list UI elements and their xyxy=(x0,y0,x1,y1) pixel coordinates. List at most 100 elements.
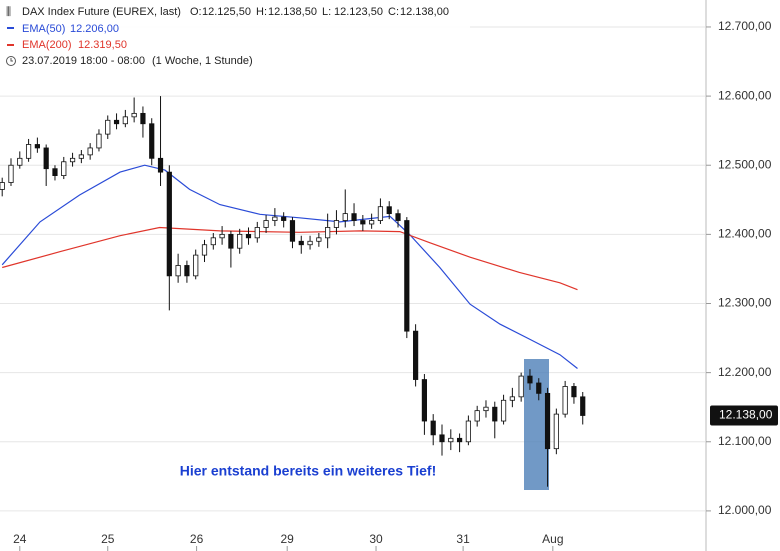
y-tick-label: 12.600,00 xyxy=(718,88,772,102)
candle-body xyxy=(157,157,164,173)
candle-body xyxy=(96,133,102,149)
candle-body xyxy=(113,119,120,125)
candle-body xyxy=(500,399,507,422)
y-tick-label: 12.200,00 xyxy=(718,365,772,379)
candle-body xyxy=(456,437,463,443)
icon: ⫼ xyxy=(6,6,11,18)
clock-icon xyxy=(6,56,16,66)
ohlc-value: 12.125,50 xyxy=(202,6,251,18)
candle-body xyxy=(316,237,322,242)
x-tick-label: Aug xyxy=(542,532,563,546)
candle-body xyxy=(413,330,419,380)
last-price-label: 12.138,00 xyxy=(719,408,773,422)
candle-body xyxy=(237,233,243,249)
candle-body xyxy=(175,265,181,277)
legend-value: 12.319,50 xyxy=(78,39,127,51)
candle-body xyxy=(421,379,428,422)
candle-body xyxy=(131,112,137,118)
candle-body xyxy=(333,220,340,228)
x-tick-label: 31 xyxy=(456,532,470,546)
candle-body xyxy=(527,375,533,384)
annotation: Hier entstand bereits ein weiteres Tief! xyxy=(180,463,437,479)
ohlc-value: 12.138,00 xyxy=(400,6,449,18)
candle-body xyxy=(571,386,577,398)
candle-body xyxy=(61,161,67,177)
candle-body xyxy=(298,240,304,246)
ohlc-value: 12.138,50 xyxy=(268,6,317,18)
candle-body xyxy=(254,227,260,239)
x-tick-label: 26 xyxy=(190,532,204,546)
candle-body xyxy=(351,213,357,221)
candle-body xyxy=(289,220,296,242)
candle-body xyxy=(122,116,128,125)
candle-body xyxy=(580,396,586,416)
ohlc-key: H: xyxy=(256,6,267,18)
clock-hands xyxy=(10,58,13,62)
candle-body xyxy=(404,220,410,332)
y-tick-label: 12.500,00 xyxy=(718,157,772,171)
x-tick-label: 30 xyxy=(369,532,383,546)
candle-body xyxy=(52,168,58,177)
ohlc-key: L: xyxy=(322,6,331,18)
candle-body xyxy=(272,216,278,221)
candle-body xyxy=(518,375,524,398)
candle-body xyxy=(439,434,445,443)
y-tick-label: 12.300,00 xyxy=(718,296,772,310)
y-axis: 12.000,00 12.100,00 12.200,00 12.300,00 12.4… xyxy=(13,19,778,551)
legend-name: EMA(200) xyxy=(22,39,72,51)
candle-body xyxy=(553,413,559,450)
ohlc: O: 12.125,50 H: 12.138,50 L: 12.123,50 C: 12.13… xyxy=(190,6,449,18)
x-tick-label: 29 xyxy=(281,532,295,546)
candle-body xyxy=(149,123,155,159)
candle-body xyxy=(360,220,366,225)
ohlc-key: C: xyxy=(388,6,399,18)
candle-body xyxy=(474,410,480,422)
legend-name: EMA(50) xyxy=(22,23,65,35)
candle-body xyxy=(307,240,313,246)
candle-body xyxy=(536,382,542,394)
candle-body xyxy=(448,437,454,443)
ohlc-value: 12.123,50 xyxy=(334,6,383,18)
candle-body xyxy=(105,119,111,135)
candle-body xyxy=(184,265,190,277)
y-tick-label: 12.000,00 xyxy=(718,503,772,517)
candle-body xyxy=(325,227,331,239)
candle-body xyxy=(395,213,401,221)
last-price-tag xyxy=(710,405,778,426)
candle-body xyxy=(465,420,471,443)
candle-body xyxy=(342,213,348,221)
ema-line xyxy=(2,226,578,291)
header-bg xyxy=(0,0,470,70)
candle-body xyxy=(69,157,76,163)
x-tick-label: 24 xyxy=(13,532,27,546)
plot xyxy=(0,96,586,487)
candle-body xyxy=(166,171,172,277)
candle-body xyxy=(386,206,392,215)
candle-body xyxy=(140,112,146,125)
ema-line xyxy=(1,164,578,369)
candle-body xyxy=(245,233,252,239)
header: ⫼ DAX Index Future (EUREX, last) O: 12.12… xyxy=(0,0,470,70)
legend-swatch xyxy=(7,44,14,46)
title: DAX Index Future (EUREX, last) xyxy=(22,6,181,18)
candle-body xyxy=(281,216,287,221)
period: 23.07.2019 18:00 - 08:00 xyxy=(22,55,145,67)
candle-body xyxy=(43,147,49,170)
candle-body xyxy=(492,406,498,422)
candle-body xyxy=(263,220,269,228)
candle-body xyxy=(17,157,23,166)
candle-body xyxy=(509,396,515,401)
candle-body xyxy=(228,233,234,249)
candle-body xyxy=(0,182,5,190)
candle-body xyxy=(430,420,436,436)
candle-body xyxy=(34,144,40,149)
x-tick-label: 25 xyxy=(101,532,115,546)
candle-body xyxy=(210,237,216,246)
candle-body xyxy=(369,220,375,225)
candle-body xyxy=(377,206,384,221)
candle-body xyxy=(8,164,14,183)
candle-body xyxy=(562,386,568,415)
y-tick-label: 12.100,00 xyxy=(718,434,772,448)
candle-body xyxy=(25,144,32,159)
